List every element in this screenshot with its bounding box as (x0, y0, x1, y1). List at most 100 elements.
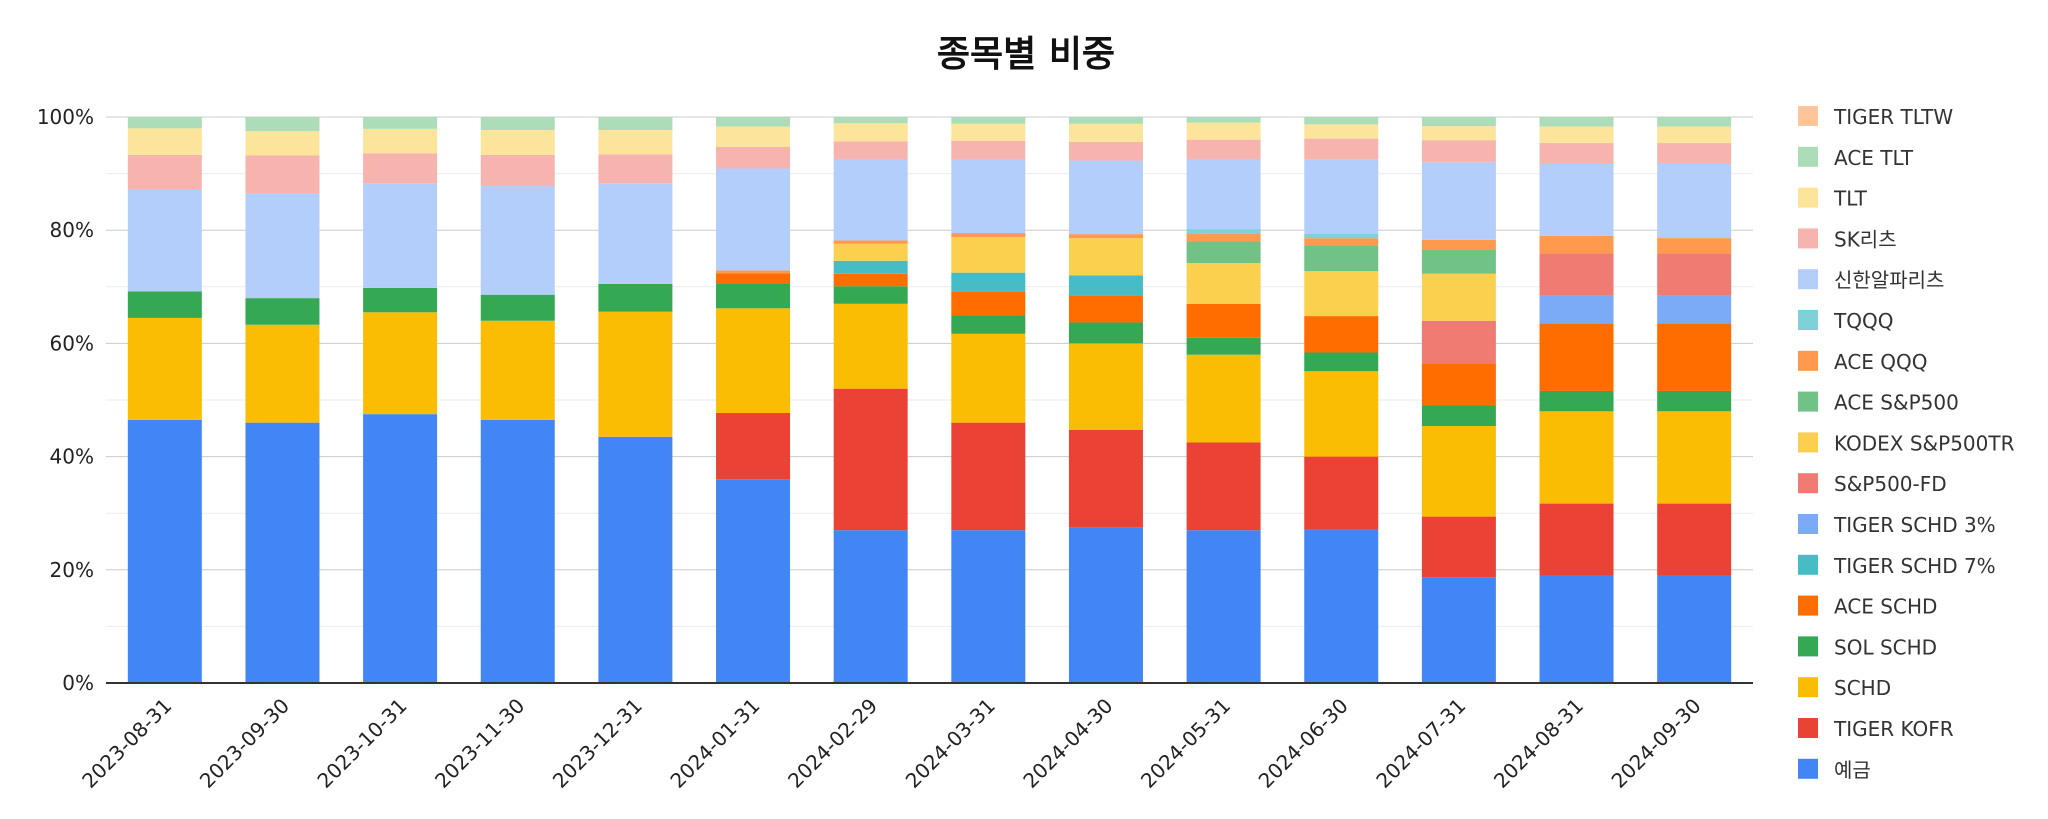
y-tick-label: 20% (50, 558, 94, 582)
bar-segment (833, 303, 908, 389)
bar-segment (127, 419, 202, 683)
bar-segment (1186, 337, 1261, 355)
bar-segment (1539, 323, 1614, 391)
bar-segment (716, 273, 791, 284)
bar-segment (951, 233, 1026, 237)
legend-item: SK리츠 (1798, 227, 1897, 251)
bar-segment (1068, 295, 1143, 323)
bar-segment (598, 436, 673, 683)
bar-segment (1304, 245, 1379, 272)
bar-segment (833, 240, 908, 244)
bar-segment (1421, 516, 1496, 578)
legend-item: 신한알파리츠 (1798, 268, 1944, 292)
bar-segment (127, 117, 202, 129)
bar-segment (951, 291, 1026, 316)
bar-segment (1539, 143, 1614, 164)
legend-item: S&P500-FD (1798, 472, 1947, 496)
bar-segment (1068, 238, 1143, 276)
bar-segment (1657, 295, 1732, 324)
bar-segment (1186, 241, 1261, 264)
bar-segment (1657, 126, 1732, 144)
bar-segment (716, 479, 791, 683)
bar-segment (1304, 124, 1379, 139)
bar-segment (951, 236, 1026, 273)
bar-segment (363, 287, 438, 313)
bar-segment (363, 183, 438, 288)
bar-segment (1304, 529, 1379, 683)
bar-segment (716, 413, 791, 480)
legend-label: TLT (1833, 187, 1868, 211)
legend-item: ACE S&P500 (1798, 391, 1959, 415)
x-tick-label: 2024-04-30 (1018, 694, 1117, 793)
x-tick-label: 2023-09-30 (195, 694, 294, 793)
x-tick-label: 2024-06-30 (1254, 694, 1353, 793)
bar-segment (598, 283, 673, 312)
bar-segment (1186, 122, 1261, 140)
bar-segment (833, 260, 908, 274)
legend-swatch (1798, 432, 1818, 453)
bar-segment (1068, 141, 1143, 161)
legend-item: SOL SCHD (1798, 635, 1937, 659)
legend-label: ACE QQQ (1834, 350, 1928, 374)
bar-segment (1068, 343, 1143, 430)
bar-segment (951, 530, 1026, 683)
bar-segment (833, 123, 908, 142)
legend-item: TIGER SCHD 3% (1798, 513, 1996, 537)
x-tick-label: 2024-08-31 (1489, 694, 1588, 793)
bar-segment (480, 320, 555, 420)
bar-segment (127, 154, 202, 190)
bar-segment (1657, 503, 1732, 576)
x-tick-label: 2023-10-31 (312, 694, 411, 793)
x-tick-label: 2023-08-31 (77, 694, 176, 793)
bar-segment (1657, 143, 1732, 164)
bar-stack (1421, 117, 1496, 683)
bar-segment (1068, 429, 1143, 528)
bar-segment (716, 168, 791, 271)
legend-label: ACE TLT (1834, 146, 1914, 170)
bar-segment (1657, 390, 1732, 412)
legend-swatch (1798, 758, 1818, 779)
y-axis: 0% 20% 40% 60% 80% 100% (37, 105, 94, 695)
bar-segment (1421, 162, 1496, 240)
bar-segment (480, 294, 555, 321)
legend-item: TQQQ (1798, 309, 1893, 333)
bar-segment (480, 419, 555, 683)
legend-swatch (1798, 677, 1818, 698)
legend-swatch (1798, 350, 1818, 371)
legend-item: TIGER KOFR (1798, 717, 1954, 741)
bar-segment (363, 128, 438, 154)
bar-segment (1539, 503, 1614, 576)
bar-segment (1539, 253, 1614, 296)
bar-stack (1186, 117, 1261, 683)
legend-item: TIGER SCHD 7% (1798, 554, 1996, 578)
bar-segment (598, 117, 673, 131)
legend-item: ACE TLT (1798, 146, 1914, 170)
legend-item: ACE QQQ (1798, 350, 1928, 374)
bar-segment (1304, 271, 1379, 317)
bar-segment (1657, 323, 1732, 391)
bar-stack (716, 117, 791, 683)
bar-segment (127, 317, 202, 420)
bar-segment (1657, 117, 1732, 127)
bar-segment (1186, 159, 1261, 230)
bar-segment (245, 422, 320, 683)
y-tick-label: 80% (50, 218, 94, 242)
bar-segment (1186, 354, 1261, 443)
bar-segment (1186, 117, 1261, 123)
x-tick-label: 2024-09-30 (1607, 694, 1706, 793)
bar-segment (833, 159, 908, 241)
legend-item: KODEX S&P500TR (1798, 431, 2015, 455)
bar-segment (833, 243, 908, 261)
bar-segment (1539, 390, 1614, 412)
bar-stack (1304, 117, 1379, 683)
bar-segment (1657, 575, 1732, 683)
bar-segment (1068, 234, 1143, 239)
bar-segment (833, 117, 908, 124)
bar-segment (951, 272, 1026, 292)
bar-segment (951, 140, 1026, 160)
legend-swatch (1798, 187, 1818, 208)
gridlines (106, 116, 1753, 627)
bar-segment (1304, 138, 1379, 160)
bar-segment (1421, 363, 1496, 406)
